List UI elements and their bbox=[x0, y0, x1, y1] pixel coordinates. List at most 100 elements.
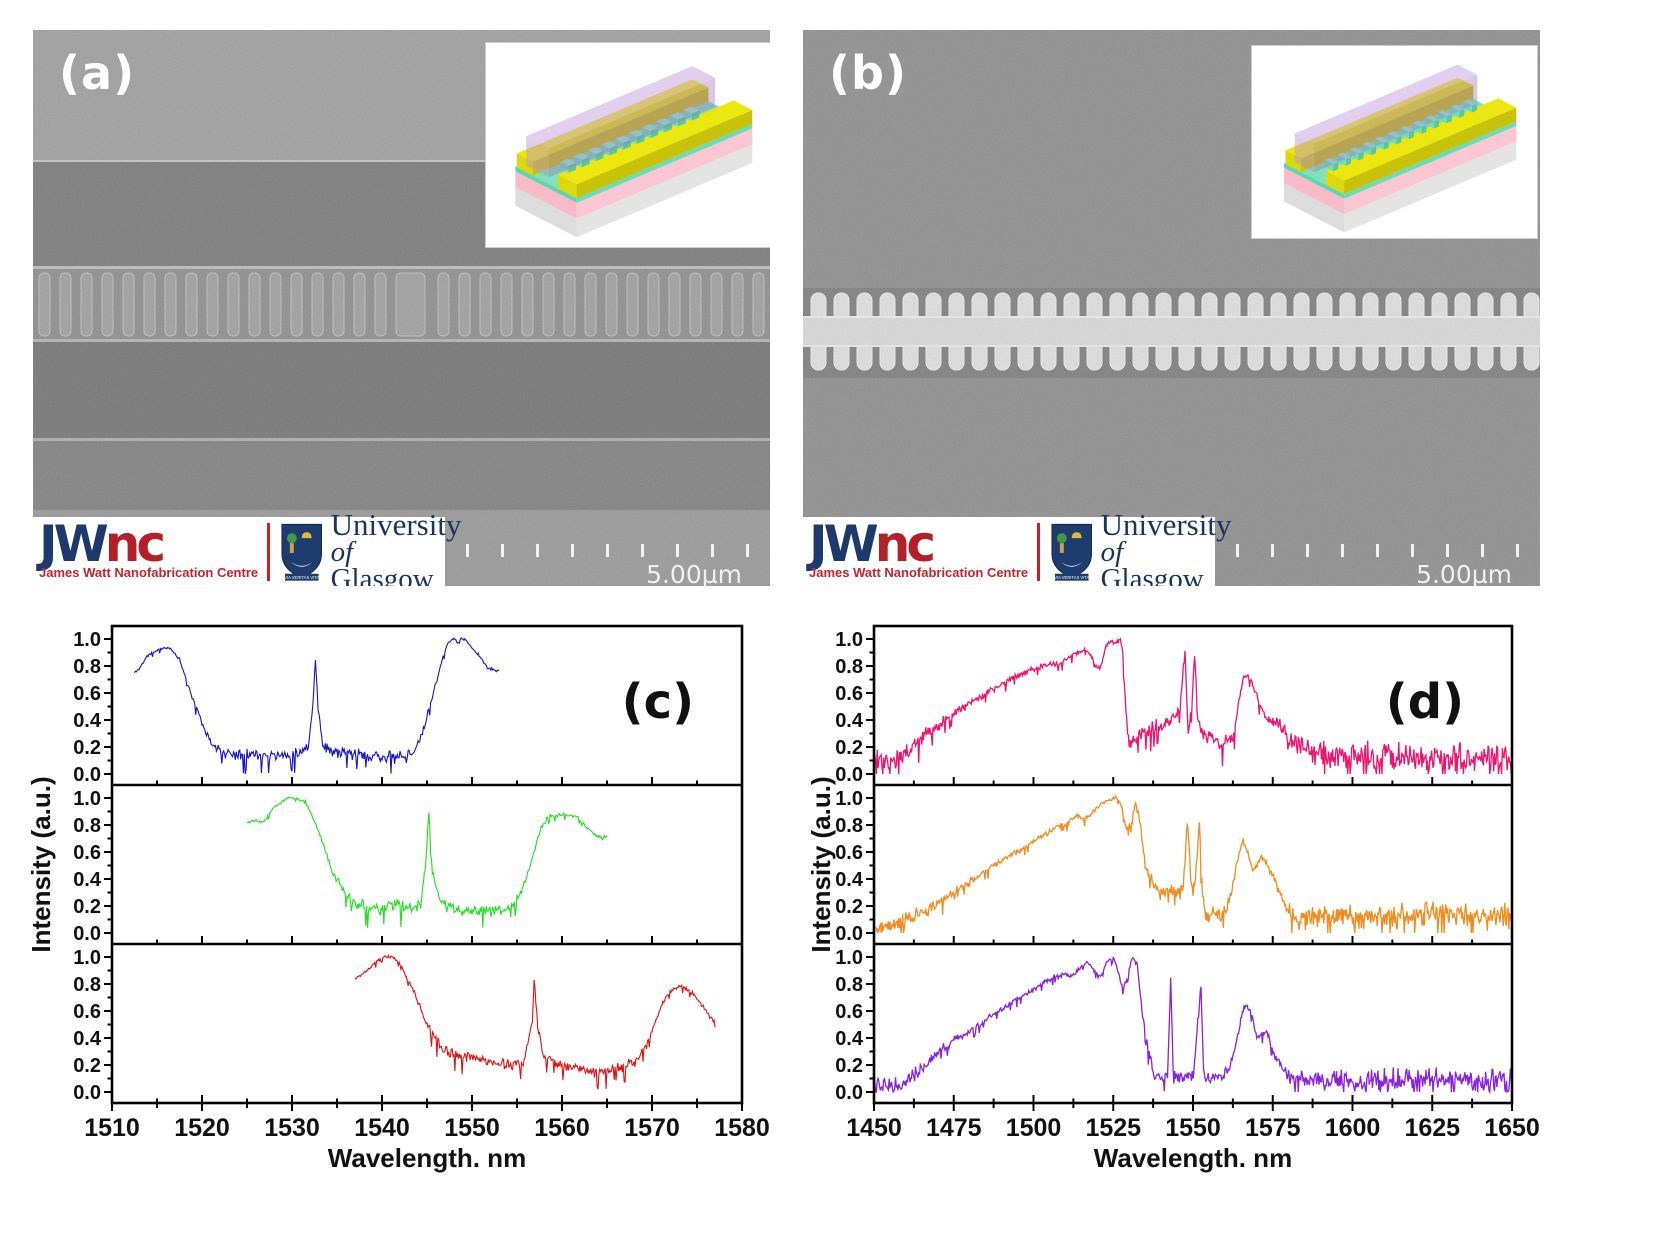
schematic-layer bbox=[574, 156, 582, 168]
x-tick-label: 1625 bbox=[1404, 1114, 1460, 1142]
schematic-layer bbox=[1371, 146, 1377, 156]
y-tick-label: 0.6 bbox=[835, 683, 863, 705]
schematic-layer bbox=[576, 110, 753, 199]
series-green-spectrum bbox=[246, 796, 608, 928]
scale-bar-ticks bbox=[1201, 544, 1519, 557]
schematic-layer bbox=[642, 127, 651, 139]
y-tick-label: 0.0 bbox=[835, 1082, 863, 1104]
jwnc-nc: nc bbox=[874, 515, 936, 573]
schematic-layer bbox=[1471, 103, 1477, 113]
y-tick-label: 0.2 bbox=[73, 896, 101, 918]
schematic-layer bbox=[1325, 171, 1345, 195]
y-axis-title: Intensity (a.u.) bbox=[810, 776, 836, 952]
x-tick-label: 1540 bbox=[354, 1114, 410, 1142]
y-tick-label: 0.8 bbox=[835, 974, 863, 996]
schematic-rail bbox=[1285, 77, 1474, 159]
jwnc-caption: James Watt Nanofabrication Centre bbox=[809, 565, 1029, 580]
schematic-inset-a bbox=[485, 42, 770, 248]
schematic-layer bbox=[1294, 133, 1315, 173]
x-tick-label: 1560 bbox=[534, 1114, 590, 1142]
y-tick-label: 0.0 bbox=[73, 923, 101, 945]
schematic-layer bbox=[628, 132, 637, 144]
schematic-layer bbox=[526, 136, 549, 178]
schematic-rail bbox=[1325, 98, 1517, 181]
schematic-layer bbox=[1434, 119, 1440, 129]
y-tick-label: 0.2 bbox=[73, 1055, 101, 1077]
y-tick-label: 0.8 bbox=[73, 656, 101, 678]
x-tick-label: 1500 bbox=[1006, 1114, 1062, 1142]
jwnc-jw: JW bbox=[39, 515, 109, 573]
x-tick-label: 1520 bbox=[174, 1114, 230, 1142]
y-tick-label: 1.0 bbox=[73, 947, 101, 969]
schematic-layer bbox=[560, 161, 569, 173]
uog-logo: VIA VERITAS VITA University of Glasgow bbox=[1049, 509, 1232, 586]
x-tick-label: 1475 bbox=[926, 1114, 982, 1142]
schematic-a bbox=[515, 66, 753, 238]
uog-of: of bbox=[1100, 536, 1124, 569]
schematic-layer bbox=[1333, 162, 1339, 172]
schematic-layer bbox=[609, 145, 618, 156]
schematic-layer bbox=[576, 123, 753, 203]
x-tick-label: 1510 bbox=[84, 1114, 140, 1142]
schematic-layer bbox=[1301, 85, 1474, 172]
x-tick-label: 1575 bbox=[1245, 1114, 1301, 1142]
schematic-layer bbox=[532, 87, 709, 176]
schematic-layer bbox=[576, 144, 753, 238]
schematic-layer bbox=[1400, 128, 1409, 140]
x-tick-label: 1450 bbox=[846, 1114, 902, 1142]
y-tick-label: 0.6 bbox=[835, 1001, 863, 1023]
scale-bar-label: 5.00µm bbox=[1416, 560, 1512, 586]
series-blue-spectrum bbox=[134, 636, 500, 775]
schematic-layer bbox=[1463, 101, 1472, 113]
sem-image-b: (b) 5.00µm JWnc James Watt Nanofabricati… bbox=[803, 30, 1540, 586]
schematic-tooth bbox=[1387, 131, 1402, 138]
x-axis-title: Wavelength. nm bbox=[328, 1143, 526, 1173]
schematic-tooth bbox=[1349, 147, 1364, 154]
schematic-layer bbox=[1450, 106, 1460, 118]
schematic-layer bbox=[1344, 107, 1517, 195]
schematic-layer bbox=[587, 150, 596, 162]
schematic-tooth bbox=[1450, 104, 1465, 112]
schematic-tooth bbox=[1463, 99, 1477, 106]
schematic-tooth bbox=[615, 135, 631, 143]
schematic-tooth bbox=[1337, 152, 1351, 160]
schematic-tooth bbox=[1362, 141, 1377, 149]
y-tick-label: 1.0 bbox=[835, 788, 863, 810]
uog-line1: University bbox=[330, 506, 462, 542]
x-tick-label: 1525 bbox=[1085, 1114, 1141, 1142]
schematic-layer bbox=[636, 133, 645, 144]
x-tick-label: 1580 bbox=[714, 1114, 770, 1142]
schematic-tooth bbox=[642, 123, 659, 132]
schematic-layer bbox=[1421, 124, 1427, 134]
scale-bar-label: 5.00µm bbox=[646, 560, 742, 586]
schematic-layer bbox=[1383, 140, 1389, 150]
schematic-layer bbox=[568, 162, 576, 173]
schematic-layer bbox=[1387, 133, 1397, 145]
schematic-layer bbox=[1345, 156, 1351, 166]
y-tick-label: 1.0 bbox=[835, 629, 863, 651]
y-tick-label: 0.4 bbox=[73, 869, 102, 891]
schematic-layer bbox=[1358, 151, 1364, 161]
schematic-layer bbox=[615, 138, 624, 150]
schematic-layer bbox=[1446, 114, 1452, 124]
y-tick-label: 0.4 bbox=[73, 1028, 102, 1050]
schematic-layer bbox=[1285, 150, 1302, 172]
schematic-layer bbox=[515, 166, 577, 203]
panel-a-label: (a) bbox=[59, 46, 136, 100]
uog-name: Glasgow bbox=[330, 562, 434, 586]
schematic-layer bbox=[650, 127, 659, 139]
schematic-layer bbox=[1337, 154, 1346, 166]
y-tick-label: 1.0 bbox=[835, 947, 863, 969]
jwnc-logo: JWnc James Watt Nanofabrication Centre bbox=[39, 519, 258, 579]
schematic-tooth bbox=[560, 158, 576, 167]
schematic-layer bbox=[1284, 183, 1345, 233]
uog-logo: VIA VERITAS VITA University of Glasgow bbox=[279, 506, 462, 586]
schematic-tooth bbox=[1324, 157, 1339, 165]
schematic-layer bbox=[548, 77, 716, 178]
series-red-spectrum bbox=[354, 954, 716, 1090]
schematic-layer bbox=[1344, 121, 1517, 199]
schematic-b bbox=[1284, 64, 1517, 233]
x-tick-label: 1570 bbox=[624, 1114, 680, 1142]
schematic-layer bbox=[1425, 117, 1435, 129]
schematic-layer bbox=[576, 128, 753, 219]
